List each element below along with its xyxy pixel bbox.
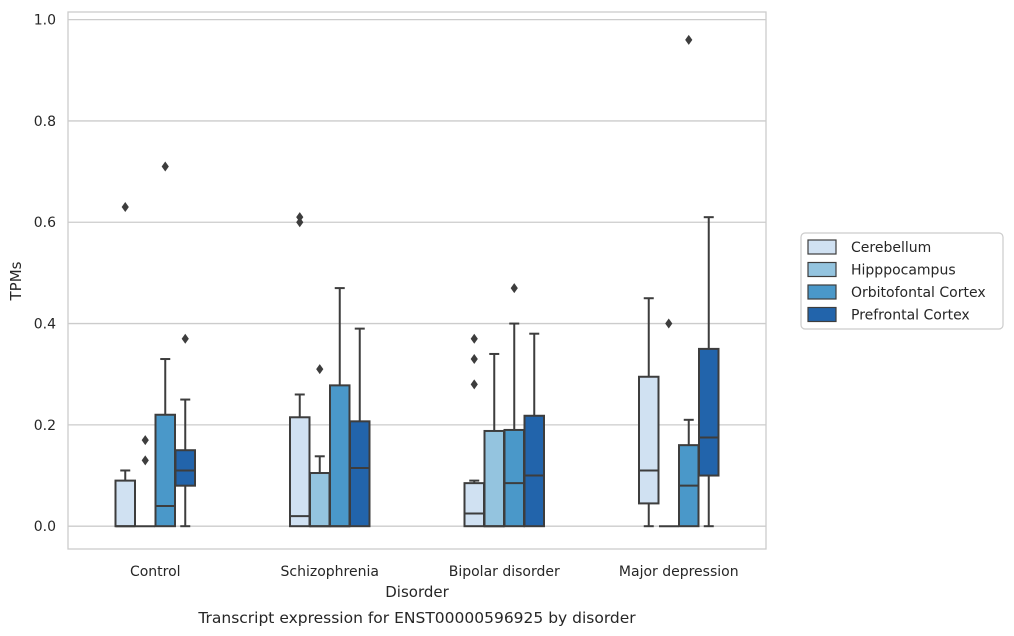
box <box>309 364 331 528</box>
box-body <box>309 472 331 528</box>
legend-swatch <box>807 284 837 300</box>
series-orbitofontal-cortex <box>154 34 700 528</box>
box <box>659 318 679 528</box>
outlier-point <box>296 212 304 223</box>
outlier-point <box>181 333 189 344</box>
outlier-point <box>121 202 129 213</box>
legend: Cerebellum Hipppocampus Orbitofontal Corte… <box>800 232 1004 330</box>
legend-swatch <box>807 261 837 278</box>
box-body <box>114 479 136 528</box>
box-body <box>638 375 660 505</box>
box-body <box>349 420 371 528</box>
box-body <box>463 482 485 528</box>
outlier-point <box>161 161 169 172</box>
box-body <box>289 416 311 528</box>
outlier-point <box>470 333 478 344</box>
outlier-point <box>316 364 324 375</box>
box <box>503 283 525 528</box>
box-body <box>329 384 351 528</box>
legend-swatch <box>807 239 837 255</box>
box <box>463 333 485 528</box>
y-tick-label: 0.2 <box>34 418 56 434</box>
legend-label: Orbitofontal Cortex <box>851 285 986 301</box>
box <box>523 332 545 528</box>
outlier-point <box>141 455 149 466</box>
outlier-point <box>510 283 518 294</box>
legend-frame <box>800 232 1004 330</box>
outlier-point <box>665 318 673 329</box>
box-body <box>523 414 545 528</box>
box <box>135 435 155 528</box>
box-body <box>698 347 720 477</box>
outlier-point <box>685 34 693 45</box>
box-series <box>114 34 720 528</box>
y-tick-label: 0.8 <box>34 114 56 130</box>
box <box>154 161 176 528</box>
series-cerebellum <box>114 202 660 528</box>
chart-caption: Transcript expression for ENST0000059692… <box>197 609 636 627</box>
y-tick-label: 0.0 <box>34 519 56 535</box>
plot-area-frame <box>67 11 767 550</box>
box <box>678 34 700 528</box>
y-axis-ticks: 0.0 0.2 0.4 0.6 0.8 1.0 <box>34 13 56 536</box>
box <box>289 212 311 528</box>
legend-swatch <box>807 306 837 323</box>
series-prefrontal-cortex <box>174 216 720 528</box>
x-tick-label: Bipolar disorder <box>449 564 560 580</box>
box-body <box>483 429 505 528</box>
box <box>174 333 196 528</box>
y-tick-label: 1.0 <box>34 13 56 29</box>
box <box>698 216 720 528</box>
y-axis-label: TPMs <box>7 261 25 301</box>
outlier-point <box>470 354 478 365</box>
x-tick-label: Control <box>130 564 181 580</box>
box-body <box>154 413 176 528</box>
box <box>638 297 660 528</box>
box-body <box>174 449 196 487</box>
legend-label: Prefrontal Cortex <box>851 308 970 324</box>
y-tick-label: 0.4 <box>34 317 56 333</box>
x-tick-label: Schizophrenia <box>281 564 379 580</box>
outlier-point <box>296 217 304 228</box>
series-hipppocampus <box>135 318 679 528</box>
x-axis-ticks: Control Schizophrenia Bipolar disorder Majo… <box>130 564 739 580</box>
box-body <box>503 428 525 528</box>
x-tick-label: Major depression <box>619 564 739 580</box>
legend-label: Cerebellum <box>851 240 931 256</box>
box <box>114 202 136 528</box>
legend-label: Hipppocampus <box>851 263 956 279</box>
outlier-point <box>141 435 149 446</box>
box <box>349 327 371 528</box>
x-axis-label: Disorder <box>385 583 449 601</box>
y-tick-label: 0.6 <box>34 215 56 231</box>
box <box>483 352 505 528</box>
outlier-point <box>470 379 478 390</box>
